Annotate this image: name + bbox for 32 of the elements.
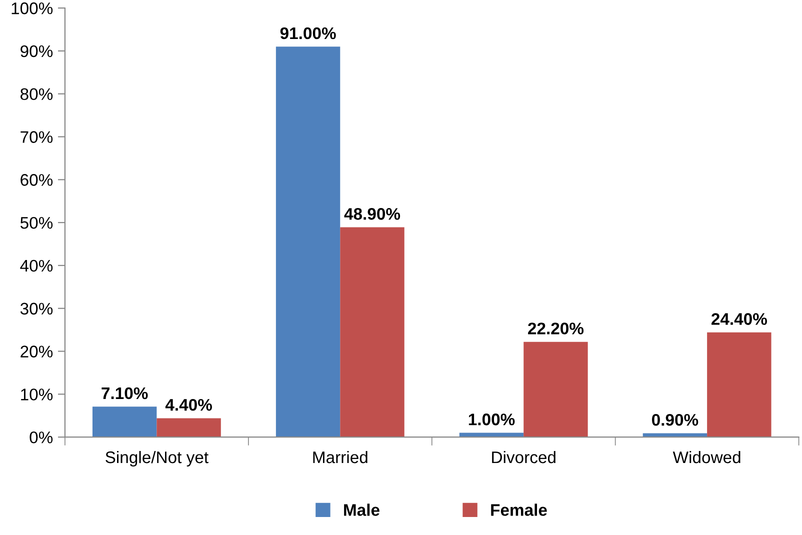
y-tick-label: 20%: [20, 346, 53, 358]
y-tick-label: 70%: [20, 131, 53, 143]
y-tick-label: 40%: [20, 260, 53, 272]
bar: [642, 433, 708, 438]
y-tick-label: 50%: [20, 216, 53, 229]
data-label: 48.90%: [344, 208, 400, 220]
legend-label: Male: [344, 504, 380, 516]
data-label: 91.00%: [280, 27, 336, 40]
x-tick-label: Widowed: [672, 450, 740, 464]
x-tick-label: Married: [313, 450, 368, 464]
bar: [524, 342, 588, 438]
data-label: 22.20%: [528, 322, 584, 334]
y-tick-label: 30%: [20, 302, 53, 315]
data-label: 1.00%: [468, 414, 515, 426]
y-tick-label: 90%: [20, 45, 53, 58]
y-tick-label: 0%: [30, 431, 53, 444]
data-label: 7.10%: [102, 387, 148, 400]
data-label: 24.40%: [711, 313, 767, 325]
bar: [276, 46, 340, 438]
bar: [92, 406, 157, 438]
bar: [707, 332, 772, 438]
x-tick-label: Divorced: [492, 450, 556, 464]
y-tick-label: 80%: [20, 88, 53, 100]
legend-label: Female: [491, 504, 547, 516]
y-tick-label: 60%: [20, 174, 53, 186]
x-tick-label: Single/Not yet: [106, 450, 208, 467]
bar: [156, 418, 221, 438]
bar: [340, 227, 404, 438]
y-tick-label: 100%: [12, 2, 53, 14]
y-tick-label: 10%: [21, 388, 53, 400]
data-label: 0.90%: [652, 414, 698, 426]
data-label: 4.40%: [165, 398, 212, 411]
